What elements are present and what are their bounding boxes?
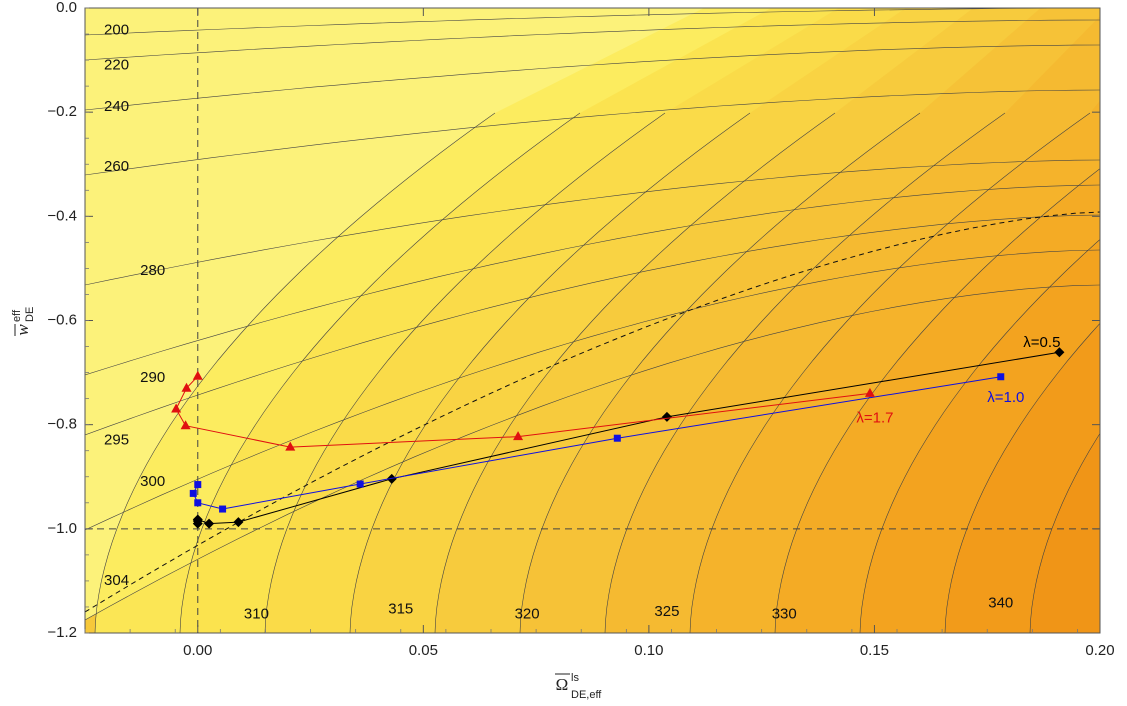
data-point bbox=[194, 499, 202, 507]
y-tick-label: −0.2 bbox=[47, 103, 77, 120]
contour-line-9 bbox=[85, 284, 1100, 621]
y-axis-title-sup: eff bbox=[11, 309, 23, 322]
contour-line-lower-7 bbox=[689, 112, 1091, 633]
contour-line-6 bbox=[85, 184, 1100, 376]
contour-line-8 bbox=[85, 249, 1100, 531]
y-tick-label: 0.0 bbox=[56, 0, 77, 16]
contour-background bbox=[85, 8, 1100, 633]
contour-label: 304 bbox=[104, 572, 129, 589]
data-point bbox=[864, 387, 875, 397]
y-tick-label: −1.2 bbox=[47, 624, 77, 641]
y-tick-label: −0.6 bbox=[47, 311, 77, 328]
x-axis-title-sup: ls bbox=[571, 672, 579, 684]
contour-line-lower-6 bbox=[604, 112, 1006, 633]
contour-line-4 bbox=[85, 89, 1100, 176]
contour-line-lower-2 bbox=[264, 112, 666, 633]
data-point bbox=[189, 489, 197, 497]
y-tick-label: −0.8 bbox=[47, 416, 77, 433]
contour-line-lower-8 bbox=[774, 168, 1100, 633]
series-label: λ=0.5 bbox=[1023, 334, 1060, 351]
contour-label: 240 bbox=[104, 98, 129, 115]
data-point bbox=[233, 517, 244, 528]
x-tick-label: 0.15 bbox=[860, 642, 889, 659]
data-point bbox=[997, 373, 1005, 381]
contour-line-lower-5 bbox=[519, 112, 921, 633]
contour-line-5 bbox=[85, 159, 1100, 286]
contour-line-7 bbox=[85, 214, 1100, 436]
x-tick-label: 0.00 bbox=[183, 642, 212, 659]
contour-label: 310 bbox=[244, 606, 269, 623]
data-point bbox=[181, 382, 192, 392]
contour-line-lower-10 bbox=[944, 322, 1100, 633]
data-point bbox=[192, 370, 203, 380]
contour-line-2 bbox=[85, 19, 1100, 61]
contour-label: 320 bbox=[515, 606, 540, 623]
x-axis-title-main: Ω bbox=[556, 675, 569, 694]
contour-label: 200 bbox=[104, 21, 129, 38]
data-point bbox=[171, 403, 182, 413]
data-point bbox=[1054, 347, 1065, 358]
y-axis-title-sub: DE bbox=[24, 307, 36, 322]
y-tick-label: −0.4 bbox=[47, 207, 77, 224]
x-tick-label: 0.20 bbox=[1085, 642, 1114, 659]
y-axis-title-main: w bbox=[13, 324, 32, 336]
data-point bbox=[204, 518, 215, 529]
series-label: λ=1.7 bbox=[856, 409, 893, 426]
contour-line-1 bbox=[85, 8, 1100, 36]
contour-label: 330 bbox=[772, 606, 797, 623]
data-point bbox=[192, 514, 203, 525]
data-point bbox=[180, 420, 191, 430]
data-point bbox=[356, 480, 364, 488]
contour-label: 280 bbox=[140, 262, 165, 279]
contour-label: 340 bbox=[988, 594, 1013, 611]
contour-label: 220 bbox=[104, 56, 129, 73]
dashed-contour-line bbox=[85, 211, 1100, 613]
labels-layer: 200 220 240 260 280 290 295 300 304 310 315 320 325 3… bbox=[104, 21, 1060, 622]
contour-label: 315 bbox=[388, 601, 413, 618]
x-axis-title-sub: DE,eff bbox=[571, 689, 602, 701]
data-point bbox=[661, 411, 672, 422]
contour-label: 260 bbox=[104, 158, 129, 175]
contour-label: 300 bbox=[140, 473, 165, 490]
contour-line-lower-9 bbox=[859, 239, 1100, 633]
axes-layer: 0.00 0.05 0.10 0.15 0.20 0.0 −0.2 −0.4 −0.6 −0.8 −… bbox=[11, 0, 1115, 701]
contour-line-lower-11 bbox=[1029, 432, 1100, 633]
contour-line-lower-3 bbox=[349, 112, 751, 633]
data-point bbox=[219, 505, 227, 513]
contour-line-lower-0 bbox=[94, 112, 496, 633]
contour-lines bbox=[85, 8, 1100, 633]
data-point bbox=[194, 481, 202, 489]
y-axis-title: w eff DE bbox=[11, 307, 36, 336]
x-tick-label: 0.10 bbox=[634, 642, 663, 659]
reference-lines bbox=[85, 8, 1100, 633]
series-layer bbox=[171, 347, 1065, 529]
x-tick-label: 0.05 bbox=[409, 642, 438, 659]
contour-line-lower-4 bbox=[434, 112, 836, 633]
contour-label: 290 bbox=[140, 369, 165, 386]
contour-band-lower-11 bbox=[1030, 433, 1100, 633]
data-point bbox=[285, 441, 296, 451]
series-label: λ=1.0 bbox=[987, 389, 1024, 406]
contour-label: 295 bbox=[104, 431, 129, 448]
contour-line-3 bbox=[85, 44, 1100, 111]
contour-label: 325 bbox=[654, 603, 679, 620]
data-point bbox=[513, 431, 524, 441]
y-tick-label: −1.0 bbox=[47, 520, 77, 537]
data-point bbox=[613, 434, 621, 442]
